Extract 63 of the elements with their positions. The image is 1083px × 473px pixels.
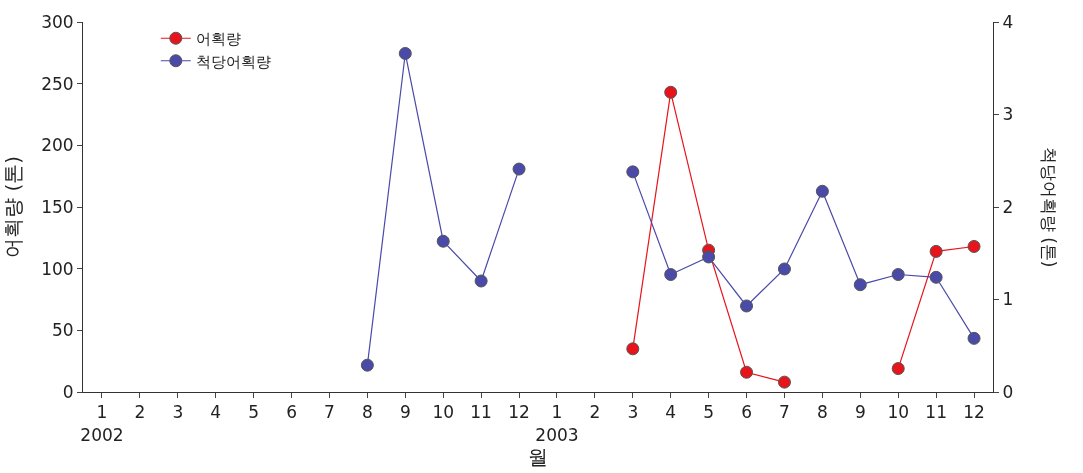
x-tick-label: 7 [324, 402, 335, 423]
point [740, 365, 754, 379]
x-tick-label: 3 [172, 402, 184, 423]
x-tick-label: 1 2002 [80, 402, 124, 445]
y-tick-label: 100 [41, 258, 74, 279]
point [664, 268, 678, 282]
x-tick-label: 5 [248, 402, 260, 423]
y-tick-label: 300 [41, 11, 74, 32]
x-tick-label: 5 [703, 402, 715, 423]
x-tick-label: 6 [741, 402, 752, 423]
x-tick-label: 8 [361, 402, 373, 423]
x-tick-label: 4 [210, 402, 222, 423]
y-axis-title: 어획량 (톤) [0, 156, 25, 258]
point [967, 239, 981, 253]
point [664, 85, 678, 99]
point [474, 274, 488, 288]
x-tick-label: 11 [925, 402, 947, 423]
legend-label: 척당어획량 [195, 52, 271, 71]
y-tick-label: 200 [41, 135, 74, 156]
point [360, 358, 374, 372]
y2-tick-label: 3 [1002, 104, 1014, 125]
x-tick-label: 3 [627, 402, 639, 423]
point [512, 162, 526, 176]
point [436, 234, 450, 248]
x-tick-label: 12 [508, 402, 530, 423]
y2-tick-label: 2 [1002, 196, 1014, 217]
x-axis-title: 월 [528, 444, 548, 469]
x-tick-label: 12 [963, 402, 985, 423]
point [702, 250, 716, 264]
point [929, 270, 943, 284]
y-tick-label: 0 [62, 381, 74, 402]
y-tick-label: 150 [41, 196, 74, 217]
x-tick-label: 7 [779, 402, 790, 423]
y-tick-label: 250 [41, 73, 74, 94]
point [967, 331, 981, 345]
x-tick-label: 11 [470, 402, 492, 423]
y2-axis-title: 척당어획량 (톤) [1039, 146, 1060, 268]
x-tick-label: 10 [887, 402, 910, 423]
x-tick-label: 1 2003 [535, 402, 579, 445]
legend-label: 어획량 [195, 30, 241, 49]
point [398, 46, 412, 60]
x-tick-label: 8 [816, 402, 828, 423]
x-tick-label: 9 [854, 402, 866, 423]
x-tick-label: 4 [665, 402, 677, 423]
point [777, 262, 791, 276]
x-tick-label: 6 [286, 402, 297, 423]
point [891, 362, 905, 376]
y2-tick-label: 4 [1002, 11, 1014, 32]
point [626, 342, 640, 356]
y-tick-label: 50 [51, 320, 74, 341]
x-tick-label: 2 [589, 402, 601, 423]
x-tick-label: 10 [432, 402, 455, 423]
y2-tick-label: 1 [1002, 289, 1014, 310]
x-tick-label: 9 [399, 402, 411, 423]
point [929, 244, 943, 258]
point [740, 299, 754, 313]
point [853, 278, 867, 292]
x-tick-label: 2 [134, 402, 146, 423]
y2-tick-label: 0 [1002, 381, 1014, 402]
point [891, 268, 905, 282]
point [777, 375, 791, 389]
point [626, 165, 640, 179]
point [815, 184, 829, 198]
